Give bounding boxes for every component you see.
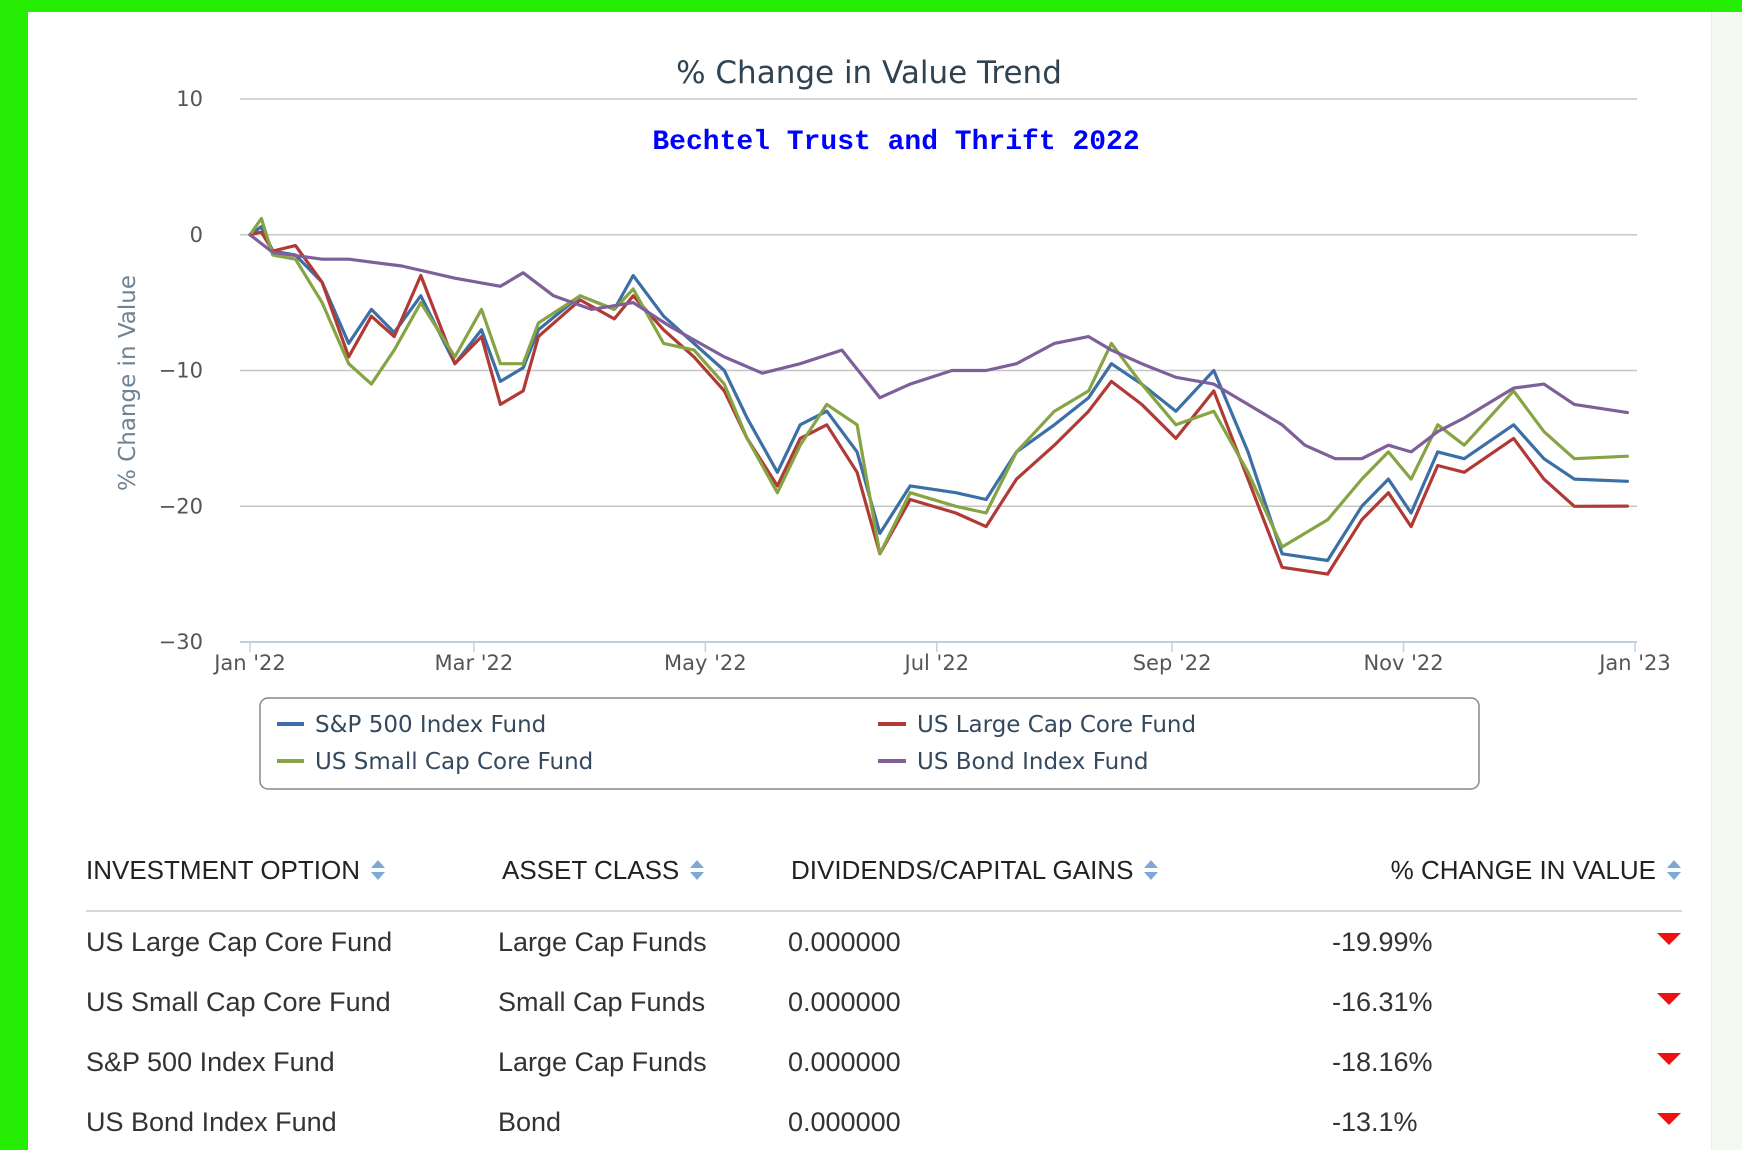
legend-item-small-cap[interactable]: US Small Cap Core Fund xyxy=(277,749,593,775)
table-row: US Large Cap Core Fund Large Cap Funds 0… xyxy=(86,911,1682,972)
down-arrow-icon xyxy=(1657,992,1681,1005)
legend-item-large-cap[interactable]: US Large Cap Core Fund xyxy=(878,712,1196,738)
fund-performance-panel: % Change in Value Trend Bechtel Trust an… xyxy=(28,12,1711,1150)
cell-change: -19.99% xyxy=(1282,911,1682,972)
x-tick-label: Sep '22 xyxy=(1133,651,1212,675)
table-row: S&P 500 Index Fund Large Cap Funds 0.000… xyxy=(86,1032,1682,1092)
column-header-dividends[interactable]: DIVIDENDS/CAPITAL GAINS xyxy=(788,830,1282,912)
fund-table: INVESTMENT OPTION ASSET CLASS DIVIDENDS/… xyxy=(86,830,1682,1150)
y-axis-label: % Change in Value xyxy=(115,275,141,491)
cell-investment-option[interactable]: US Bond Index Fund xyxy=(86,1106,337,1137)
cell-asset-class: Large Cap Funds xyxy=(498,926,707,957)
table-header-row: INVESTMENT OPTION ASSET CLASS DIVIDENDS/… xyxy=(86,830,1682,912)
series-line-2[interactable] xyxy=(248,216,1629,556)
legend-label-bond: US Bond Index Fund xyxy=(917,749,1148,775)
x-tick-label: May '22 xyxy=(664,651,747,675)
sort-icon[interactable] xyxy=(1143,858,1159,882)
legend-label-sp500: S&P 500 Index Fund xyxy=(315,712,546,738)
x-axis-ticks: Jan '22 Mar '22 May '22 Jul '22 Sep '22 Nov '… xyxy=(212,642,1671,675)
chart-subtitle: Bechtel Trust and Thrift 2022 xyxy=(652,127,1139,158)
change-value: -13.1% xyxy=(1332,1106,1418,1137)
legend-item-sp500[interactable]: S&P 500 Index Fund xyxy=(277,712,546,738)
column-header-label: ASSET CLASS xyxy=(502,854,680,885)
column-header-label: % CHANGE IN VALUE xyxy=(1390,854,1656,885)
cell-dividends: 0.000000 xyxy=(788,986,901,1017)
change-value: -18.16% xyxy=(1332,1046,1433,1077)
sort-icon[interactable] xyxy=(1666,858,1682,882)
column-header-label: DIVIDENDS/CAPITAL GAINS xyxy=(791,854,1134,885)
series-line-0[interactable] xyxy=(248,225,1629,563)
legend-label-large-cap: US Large Cap Core Fund xyxy=(917,712,1196,738)
y-tick-label: 0 xyxy=(190,223,203,247)
table-row: US Bond Index Fund Bond 0.000000 -13.1% xyxy=(86,1092,1682,1150)
gridlines xyxy=(240,98,1637,643)
y-tick-label: −30 xyxy=(159,630,203,654)
y-tick-label: −20 xyxy=(159,494,203,518)
x-tick-label: Nov '22 xyxy=(1363,651,1443,675)
series-lines xyxy=(248,216,1629,576)
x-tick-label: Mar '22 xyxy=(434,651,513,675)
change-value: -19.99% xyxy=(1332,926,1433,957)
y-axis-ticks: 10 0 −10 −20 −30 xyxy=(159,87,203,654)
cell-investment-option[interactable]: US Small Cap Core Fund xyxy=(86,986,391,1017)
cell-change: -18.16% xyxy=(1282,1032,1682,1092)
chart-title: % Change in Value Trend xyxy=(676,55,1062,91)
cell-investment-option[interactable]: US Large Cap Core Fund xyxy=(86,926,393,957)
cell-dividends: 0.000000 xyxy=(788,1046,901,1077)
cell-change: -13.1% xyxy=(1282,1092,1682,1150)
sort-icon[interactable] xyxy=(689,858,705,882)
y-tick-label: −10 xyxy=(159,359,203,383)
cell-investment-option[interactable]: S&P 500 Index Fund xyxy=(86,1046,335,1077)
series-line-1[interactable] xyxy=(248,230,1629,576)
trend-chart: % Change in Value Trend Bechtel Trust an… xyxy=(115,55,1671,790)
cell-dividends: 0.000000 xyxy=(788,1106,901,1137)
x-tick-label: Jan '22 xyxy=(212,651,286,675)
cell-asset-class: Large Cap Funds xyxy=(498,1046,707,1077)
legend-label-small-cap: US Small Cap Core Fund xyxy=(315,749,593,775)
legend-item-bond[interactable]: US Bond Index Fund xyxy=(878,749,1148,775)
down-arrow-icon xyxy=(1657,932,1681,945)
series-line-3[interactable] xyxy=(248,233,1629,461)
cell-asset-class: Small Cap Funds xyxy=(498,986,706,1017)
down-arrow-icon xyxy=(1657,1112,1681,1125)
chart-legend[interactable]: S&P 500 Index Fund US Large Cap Core Fun… xyxy=(259,697,1480,790)
page-right-margin xyxy=(1711,12,1742,1150)
column-header-label: INVESTMENT OPTION xyxy=(86,854,360,885)
cell-change: -16.31% xyxy=(1282,972,1682,1032)
x-tick-label: Jul '22 xyxy=(903,651,970,675)
cell-dividends: 0.000000 xyxy=(788,926,901,957)
change-value: -16.31% xyxy=(1332,986,1433,1017)
sort-icon[interactable] xyxy=(370,858,386,882)
table-row: US Small Cap Core Fund Small Cap Funds 0… xyxy=(86,972,1682,1032)
x-tick-label: Jan '23 xyxy=(1597,651,1671,675)
cell-asset-class: Bond xyxy=(498,1106,562,1137)
column-header-change[interactable]: % CHANGE IN VALUE xyxy=(1282,830,1682,912)
column-header-investment-option[interactable]: INVESTMENT OPTION xyxy=(86,830,498,912)
y-tick-label: 10 xyxy=(176,87,203,111)
down-arrow-icon xyxy=(1657,1052,1681,1065)
column-header-asset-class[interactable]: ASSET CLASS xyxy=(498,830,788,912)
